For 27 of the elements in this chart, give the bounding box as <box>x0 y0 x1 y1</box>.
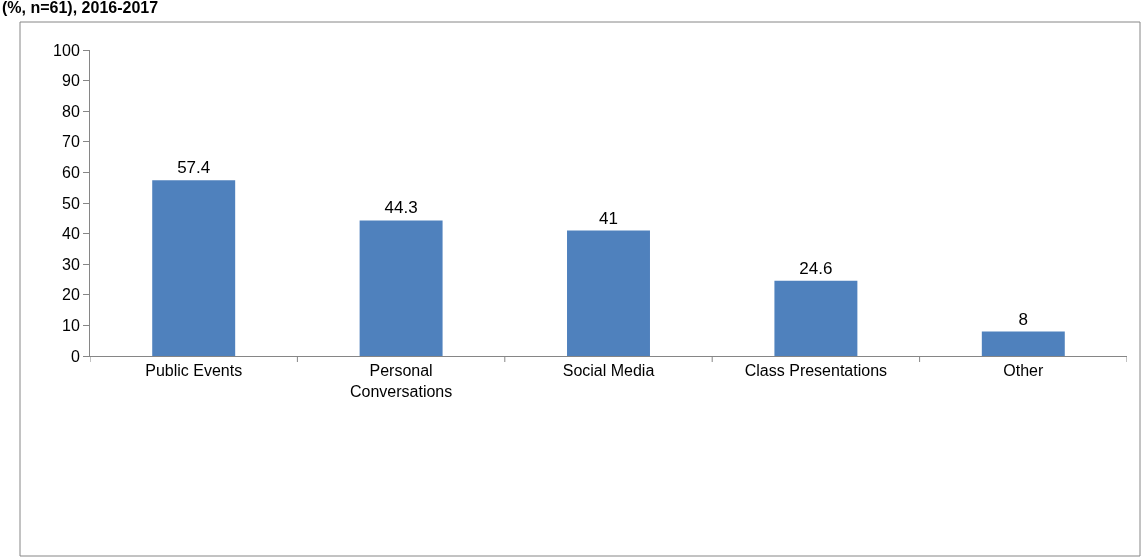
chart-title: (%, n=61), 2016-2017 <box>2 0 159 17</box>
data-label: 44.3 <box>384 198 418 218</box>
x-tick-label: Public Events <box>145 362 243 380</box>
bar <box>981 331 1065 356</box>
y-tick-label: 30 <box>62 255 80 273</box>
y-tick-label: 40 <box>62 225 80 243</box>
bar <box>359 220 443 356</box>
x-tick-label: Social Media <box>562 362 655 380</box>
y-tick-label: 20 <box>62 286 80 304</box>
y-tick-label: 90 <box>62 72 80 90</box>
y-tick-label: 70 <box>62 133 80 151</box>
bar <box>774 280 858 356</box>
y-tick-label: 80 <box>62 102 80 120</box>
data-label: 57.4 <box>177 158 211 178</box>
data-label: 41 <box>599 208 618 228</box>
data-label: 8 <box>1018 309 1029 329</box>
x-tick-label: Other <box>1003 362 1044 380</box>
x-tick-label: Personal Conversations <box>349 362 453 400</box>
x-tick-label: Class Presentations <box>744 362 888 380</box>
y-tick-label: 50 <box>62 194 80 212</box>
data-label: 24.6 <box>799 258 833 278</box>
bar <box>567 230 650 356</box>
y-tick-label: 0 <box>70 347 80 365</box>
y-tick-label: 100 <box>53 41 80 59</box>
bar <box>152 180 236 356</box>
y-tick-label: 10 <box>62 317 80 334</box>
y-tick-label: 60 <box>62 164 80 181</box>
